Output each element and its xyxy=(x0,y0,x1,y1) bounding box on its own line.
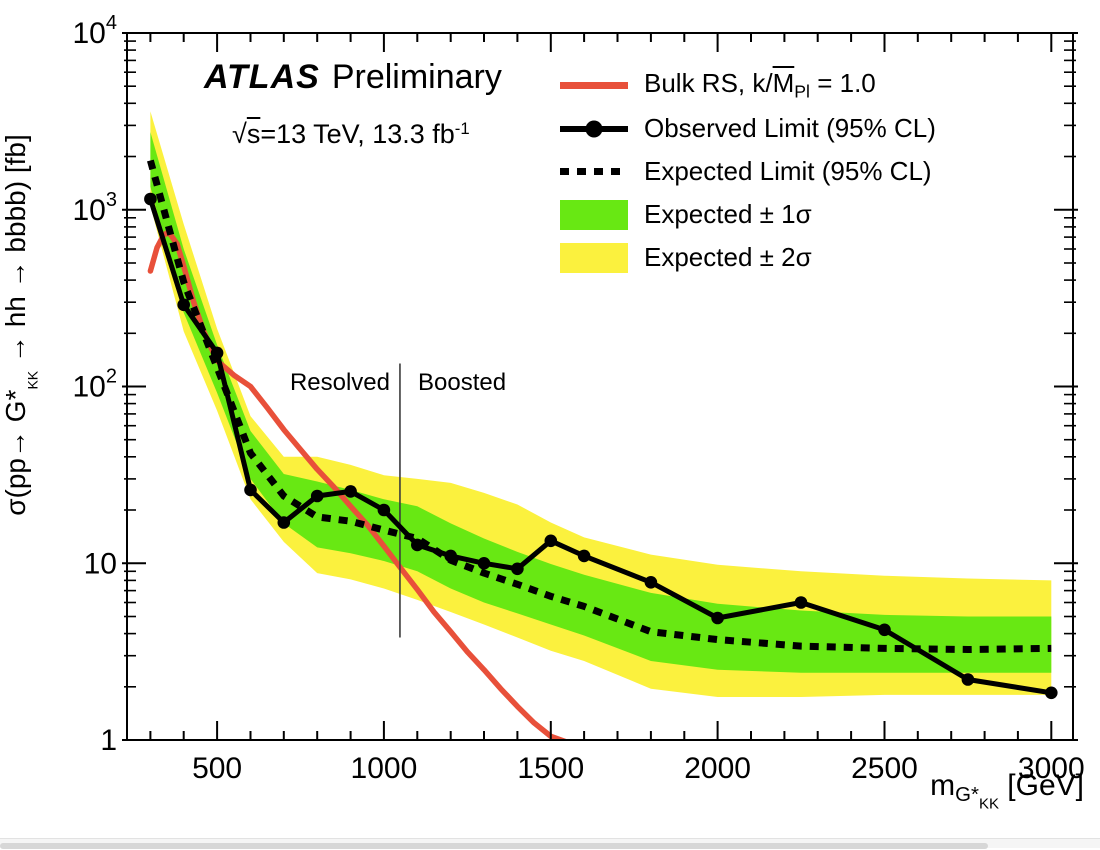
observed-marker xyxy=(144,192,157,206)
observed-marker xyxy=(878,623,891,637)
legend-label: Expected ± 1σ xyxy=(644,199,812,229)
yellow-box-icon xyxy=(560,242,628,273)
legend-label: Bulk RS, k/MPl = 1.0 xyxy=(644,68,876,102)
dataset-conditions: √s=13 TeV, 13.3 fb-1 xyxy=(232,119,470,150)
band1-swatch xyxy=(560,199,628,230)
theory-curve xyxy=(147,230,569,740)
experiment-label: ATLAS Preliminary xyxy=(204,58,502,97)
lumi-exponent: -1 xyxy=(454,119,470,138)
legend-item-band1sigma: Expected ± 1σ xyxy=(560,193,936,236)
y-tick-label: 103 xyxy=(73,189,118,227)
x-tick-label: 3000 xyxy=(1018,752,1085,785)
observed-marker xyxy=(344,485,357,498)
conditions-text: =13 TeV, 13.3 fb xyxy=(260,119,455,150)
observed-marker xyxy=(310,489,324,503)
x-tick-label: 1000 xyxy=(351,752,418,785)
boosted-region-label: Boosted xyxy=(418,369,507,396)
sqrt-s: s xyxy=(246,119,261,150)
y-tick-label: 10 xyxy=(84,547,117,580)
legend-label: Observed Limit (95% CL) xyxy=(644,113,936,143)
observed-marker xyxy=(577,549,591,563)
x-tick-labels: 500 1000 1500 2000 2500 3000 xyxy=(192,752,1085,785)
x-tick-label: 2000 xyxy=(684,752,751,785)
legend: Bulk RS, k/MPl = 1.0 Observed Limit (95%… xyxy=(560,64,936,279)
observed-marker xyxy=(644,576,658,589)
legend-item-band2sigma: Expected ± 2σ xyxy=(560,236,936,279)
legend-label: Expected ± 2σ xyxy=(644,242,812,272)
marker-dot-icon xyxy=(585,120,603,137)
observed-marker xyxy=(444,549,458,563)
observed-marker xyxy=(177,298,190,312)
observed-marker xyxy=(277,516,291,529)
observed-marker xyxy=(511,562,524,576)
legend-item-expected: Expected Limit (95% CL) xyxy=(560,150,936,193)
observed-marker xyxy=(477,557,491,570)
resolved-region-label: Resolved xyxy=(289,369,390,396)
observed-markers xyxy=(144,192,1058,700)
band2-swatch xyxy=(560,242,628,273)
observed-marker xyxy=(711,611,724,625)
observed-marker xyxy=(544,534,558,548)
x-axis-title: mG*KK [GeV] xyxy=(930,769,1084,813)
observed-marker xyxy=(961,673,975,686)
horizontal-scrollbar-thumb[interactable] xyxy=(0,843,988,849)
sqrt-symbol: √ xyxy=(232,119,247,150)
red-line-icon xyxy=(560,82,628,89)
observed-marker xyxy=(411,538,424,552)
legend-label: Expected Limit (95% CL) xyxy=(644,156,932,186)
observed-line-swatch xyxy=(560,114,628,144)
observed-marker xyxy=(210,346,224,360)
observed-marker xyxy=(1045,686,1058,700)
expected-limit-line xyxy=(147,159,1052,653)
x-tick-label: 500 xyxy=(192,752,242,785)
y-tick-label: 102 xyxy=(73,366,118,404)
legend-item-theory: Bulk RS, k/MPl = 1.0 xyxy=(560,64,936,107)
preliminary-text: Preliminary xyxy=(331,58,502,96)
plot-area xyxy=(144,111,1058,740)
theory-line-swatch xyxy=(560,71,628,101)
horizontal-scrollbar-track[interactable] xyxy=(0,838,1100,849)
dashed-line-icon xyxy=(560,168,628,175)
observed-limit-line xyxy=(148,198,1052,696)
y-tick-label: 1 xyxy=(100,724,117,757)
y-axis-title: σ(pp→ G*KK → hh → bbbb) [fb] xyxy=(0,134,41,516)
black-line-icon xyxy=(560,120,628,137)
expected-line-swatch xyxy=(560,157,628,187)
x-tick-label: 2500 xyxy=(851,752,918,785)
y-tick-labels: 1 10 102 103 104 xyxy=(73,12,118,757)
axis-ticks xyxy=(122,32,1078,741)
green-box-icon xyxy=(560,199,628,230)
legend-item-observed: Observed Limit (95% CL) xyxy=(560,107,936,150)
observed-marker xyxy=(377,503,391,517)
bottom-strip xyxy=(0,836,1100,850)
observed-marker xyxy=(794,596,808,609)
atlas-logo-text: ATLAS xyxy=(204,58,320,96)
observed-marker xyxy=(244,483,257,497)
x-tick-label: 1500 xyxy=(517,752,584,785)
y-tick-label: 104 xyxy=(73,12,118,50)
